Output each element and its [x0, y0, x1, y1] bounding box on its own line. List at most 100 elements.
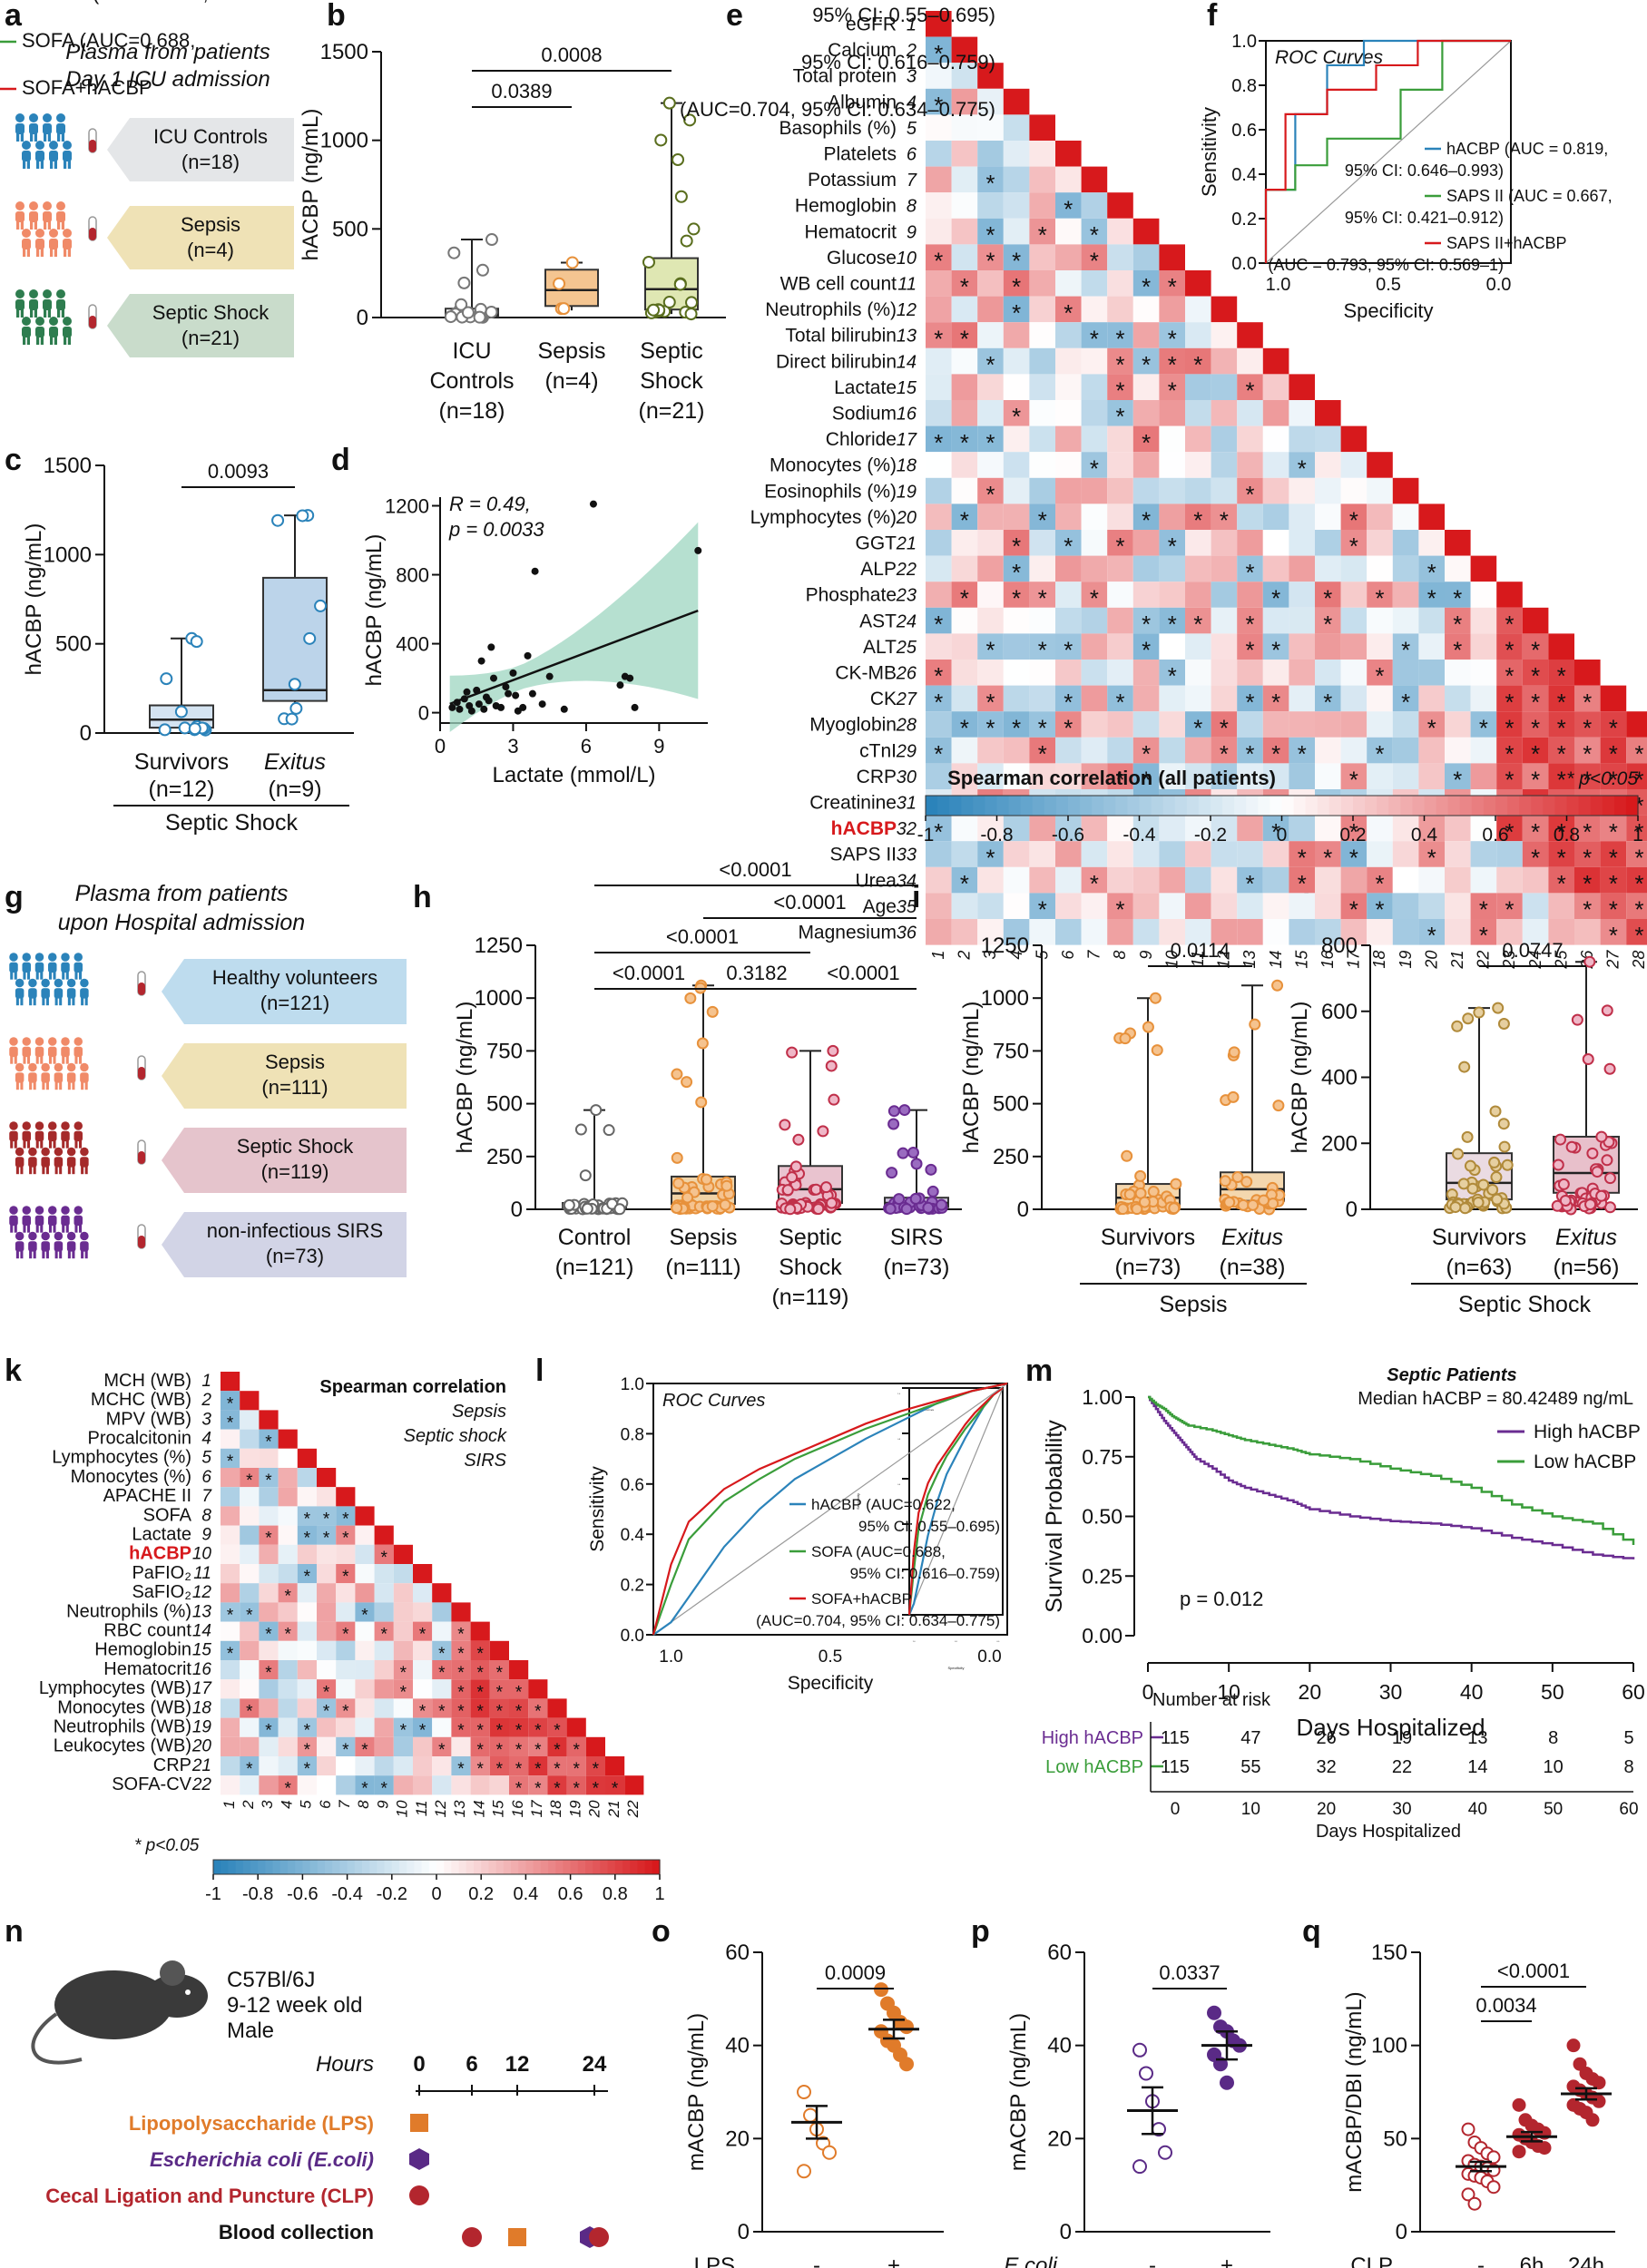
x-tick-label: 40 — [1460, 1680, 1484, 1704]
regression-line — [449, 609, 699, 706]
colorbar-segment — [1625, 796, 1639, 816]
significance-star: * — [1453, 586, 1462, 611]
significance-star: * — [1220, 716, 1229, 741]
heatmap-cell — [951, 763, 978, 789]
heatmap-row-label: Calcium — [828, 40, 897, 61]
significance-star: * — [342, 1626, 349, 1645]
data-point — [1228, 1046, 1240, 1059]
data-point — [455, 298, 468, 311]
heatmap-cell — [951, 737, 978, 764]
heatmap-cell — [1237, 425, 1263, 453]
significance-star: * — [1193, 353, 1202, 378]
heatmap-subtitle: Sepsis — [452, 1402, 506, 1422]
heatmap-cell — [1107, 452, 1133, 478]
heatmap-row-index: 18 — [897, 456, 917, 476]
significance-star: * — [438, 1664, 446, 1683]
significance-star: * — [985, 171, 995, 197]
scatter-point — [497, 703, 505, 711]
roc-title: ROC Curves — [1275, 47, 1384, 68]
hour-label: 24 — [583, 2052, 607, 2077]
hour-label: 0 — [413, 2052, 425, 2077]
data-point — [1497, 1017, 1510, 1030]
data-point — [1220, 2075, 1234, 2090]
heatmap-cell — [259, 1564, 279, 1584]
heatmap-cell — [1445, 555, 1471, 582]
heatmap-cell — [1055, 141, 1082, 167]
x-axis-label: Specificity — [947, 1666, 964, 1670]
heatmap-cell — [1159, 400, 1185, 426]
heatmap-cell — [259, 1429, 279, 1449]
colorbar-segment — [1554, 796, 1568, 816]
heatmap-cell — [977, 582, 1004, 608]
heatmap-cell — [413, 1775, 433, 1795]
significance-star: * — [1349, 768, 1358, 794]
heatmap-cell — [977, 607, 1004, 634]
heatmap-cell — [1237, 322, 1263, 348]
panel-letter-l: l — [535, 1354, 544, 1388]
heatmap-cell — [1029, 114, 1055, 141]
data-point — [1123, 1188, 1136, 1201]
heatmap-cell — [1107, 893, 1133, 919]
colorbar-segment — [593, 1860, 601, 1874]
heatmap-row-index: 12 — [192, 1583, 212, 1602]
heatmap-cell — [278, 1756, 298, 1776]
significance-star: * — [554, 1779, 561, 1798]
ecoli-marker-icon — [409, 2148, 429, 2170]
heatmap-col-index: 14 — [1267, 951, 1285, 969]
data-point — [925, 1163, 937, 1176]
person-leg-icon — [14, 1140, 17, 1149]
heatmap-row-label: RBC count — [103, 1621, 191, 1641]
significance-star: * — [323, 1530, 330, 1549]
heatmap-cell — [1237, 477, 1263, 504]
person-leg-icon — [40, 972, 44, 980]
heatmap-cell — [1132, 347, 1160, 375]
person-leg-icon — [48, 1056, 52, 1064]
heatmap-cell — [355, 1660, 375, 1680]
data-point — [685, 296, 699, 309]
heatmap-cell — [1211, 322, 1238, 348]
heatmap-row-label: Phosphate — [806, 585, 897, 606]
person-leg-icon — [84, 1166, 88, 1175]
heatmap-cell — [1522, 919, 1549, 945]
colorbar-segment — [377, 1860, 386, 1874]
heatmap-cell — [336, 1698, 356, 1718]
x-axis-label: Lactate (mmol/L) — [492, 763, 655, 787]
box-b-tick-label: 500 — [332, 217, 368, 241]
heatmap-cell — [951, 166, 978, 193]
heatmap-cell — [1340, 841, 1368, 867]
heatmap-cell — [1289, 737, 1315, 764]
person-leg-icon — [23, 972, 26, 980]
scatter-point — [502, 683, 510, 691]
patient-group-icon — [15, 201, 72, 257]
cohort-name: Sepsis — [181, 213, 240, 236]
heatmap-cell — [278, 1564, 298, 1584]
heatmap-cell — [1315, 893, 1341, 919]
significance-star: * — [1012, 275, 1021, 300]
colorbar-segment — [1115, 796, 1129, 816]
category-label: (n=121) — [555, 1255, 634, 1280]
heatmap-cell — [278, 1429, 298, 1449]
person-leg-icon — [45, 1250, 49, 1259]
data-point — [817, 1125, 829, 1138]
heatmap-cell — [1003, 141, 1030, 167]
person-leg-icon — [34, 133, 37, 142]
heatmap-cell — [1237, 633, 1263, 660]
heatmap-cell — [393, 1583, 413, 1603]
heatmap-subtitle: Septic shock — [404, 1426, 507, 1446]
heatmap-cell — [1289, 582, 1315, 608]
heatmap-title: Spearman correlation — [319, 1377, 506, 1397]
person-leg-icon — [20, 1250, 24, 1259]
person-leg-icon — [15, 1166, 19, 1175]
heatmap-col-index: 25 — [1552, 950, 1570, 970]
data-point — [590, 1104, 603, 1117]
heatmap-cell — [221, 1410, 240, 1430]
scatter-point — [487, 643, 495, 651]
heatmap-cell — [1445, 815, 1471, 842]
heatmap-cell — [259, 1583, 279, 1603]
heatmap-cell — [1262, 555, 1289, 582]
person-head-icon — [54, 978, 64, 988]
data-point — [642, 255, 655, 269]
heatmap-cell — [1626, 866, 1647, 894]
significance-star: * — [960, 716, 969, 741]
heatmap-cell — [1289, 400, 1315, 426]
